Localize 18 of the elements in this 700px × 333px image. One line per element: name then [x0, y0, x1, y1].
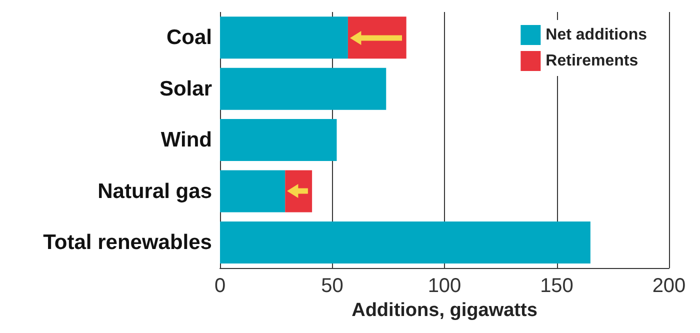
y-tick-label: Coal [166, 26, 212, 50]
y-tick-label: Wind [160, 128, 212, 152]
y-tick-label: Solar [159, 77, 212, 100]
bar [220, 16, 348, 59]
x-tick-label: 0 [214, 275, 226, 298]
y-tick-label: Natural gas [98, 180, 212, 203]
bar [220, 119, 337, 162]
bar [220, 221, 590, 264]
y-tick-label: Total renewables [43, 230, 212, 254]
x-tick-label: 150 [540, 275, 574, 298]
x-tick-label: 50 [321, 275, 344, 298]
bar [220, 170, 286, 212]
legend-label: Net additions [546, 26, 648, 44]
bar [220, 68, 386, 110]
x-axis-title: Additions, gigawatts [352, 300, 538, 321]
x-tick-label: 100 [428, 275, 462, 298]
x-tick-label: 200 [652, 275, 686, 298]
legend-label: Retirements [546, 52, 638, 70]
